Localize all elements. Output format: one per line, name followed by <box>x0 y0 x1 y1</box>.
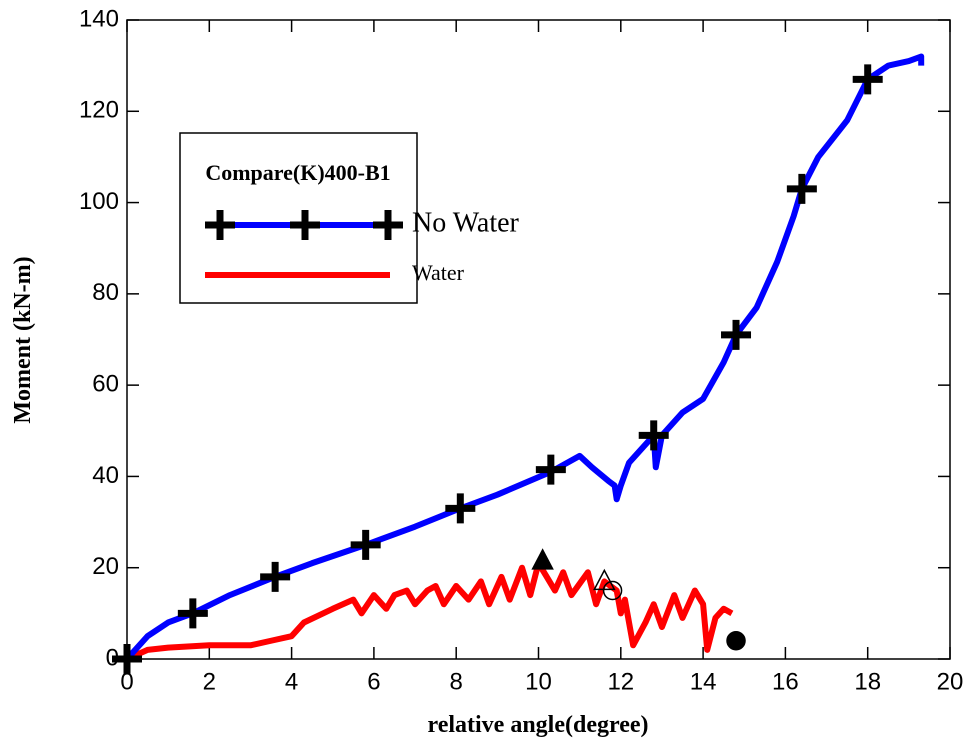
x-tick-label: 6 <box>367 668 380 695</box>
legend-title: Compare(K)400-B1 <box>205 160 390 185</box>
x-tick-label: 14 <box>690 668 717 695</box>
series-marker <box>445 493 476 524</box>
series-marker <box>852 64 883 95</box>
series-marker <box>260 561 291 592</box>
x-tick-label: 10 <box>525 668 552 695</box>
y-tick-label: 120 <box>79 97 119 124</box>
y-tick-label: 20 <box>92 553 119 580</box>
series-marker <box>721 319 752 350</box>
x-tick-label: 8 <box>450 668 463 695</box>
series-marker <box>350 529 381 560</box>
series-marker <box>535 454 566 485</box>
series-line <box>125 560 734 662</box>
x-tick-label: 2 <box>203 668 216 695</box>
annotation-triangle <box>531 548 554 570</box>
x-tick-label: 0 <box>120 668 133 695</box>
y-tick-label: 140 <box>79 5 119 32</box>
annotation-circle <box>726 630 746 651</box>
series-marker <box>638 420 669 451</box>
x-tick-label: 16 <box>772 668 799 695</box>
y-tick-label: 100 <box>79 188 119 215</box>
legend-marker <box>205 210 235 240</box>
x-tick-label: 18 <box>854 668 881 695</box>
annotation-circle <box>602 580 623 601</box>
series-marker <box>786 173 817 204</box>
series-marker <box>177 598 208 629</box>
x-tick-label: 12 <box>607 668 634 695</box>
series-marker <box>112 644 142 674</box>
y-axis-label: Moment (kN-m) <box>10 256 36 423</box>
y-tick-label: 60 <box>92 370 119 397</box>
legend-label: Water <box>412 260 465 285</box>
x-tick-label: 20 <box>937 668 964 695</box>
x-tick-label: 4 <box>285 668 298 695</box>
y-tick-label: 40 <box>92 462 119 489</box>
legend-marker <box>290 210 320 240</box>
y-tick-label: 80 <box>92 279 119 306</box>
series-line <box>124 53 925 662</box>
legend-label: No Water <box>412 207 520 238</box>
legend-marker <box>373 210 403 240</box>
x-axis-label: relative angle(degree) <box>427 712 648 738</box>
